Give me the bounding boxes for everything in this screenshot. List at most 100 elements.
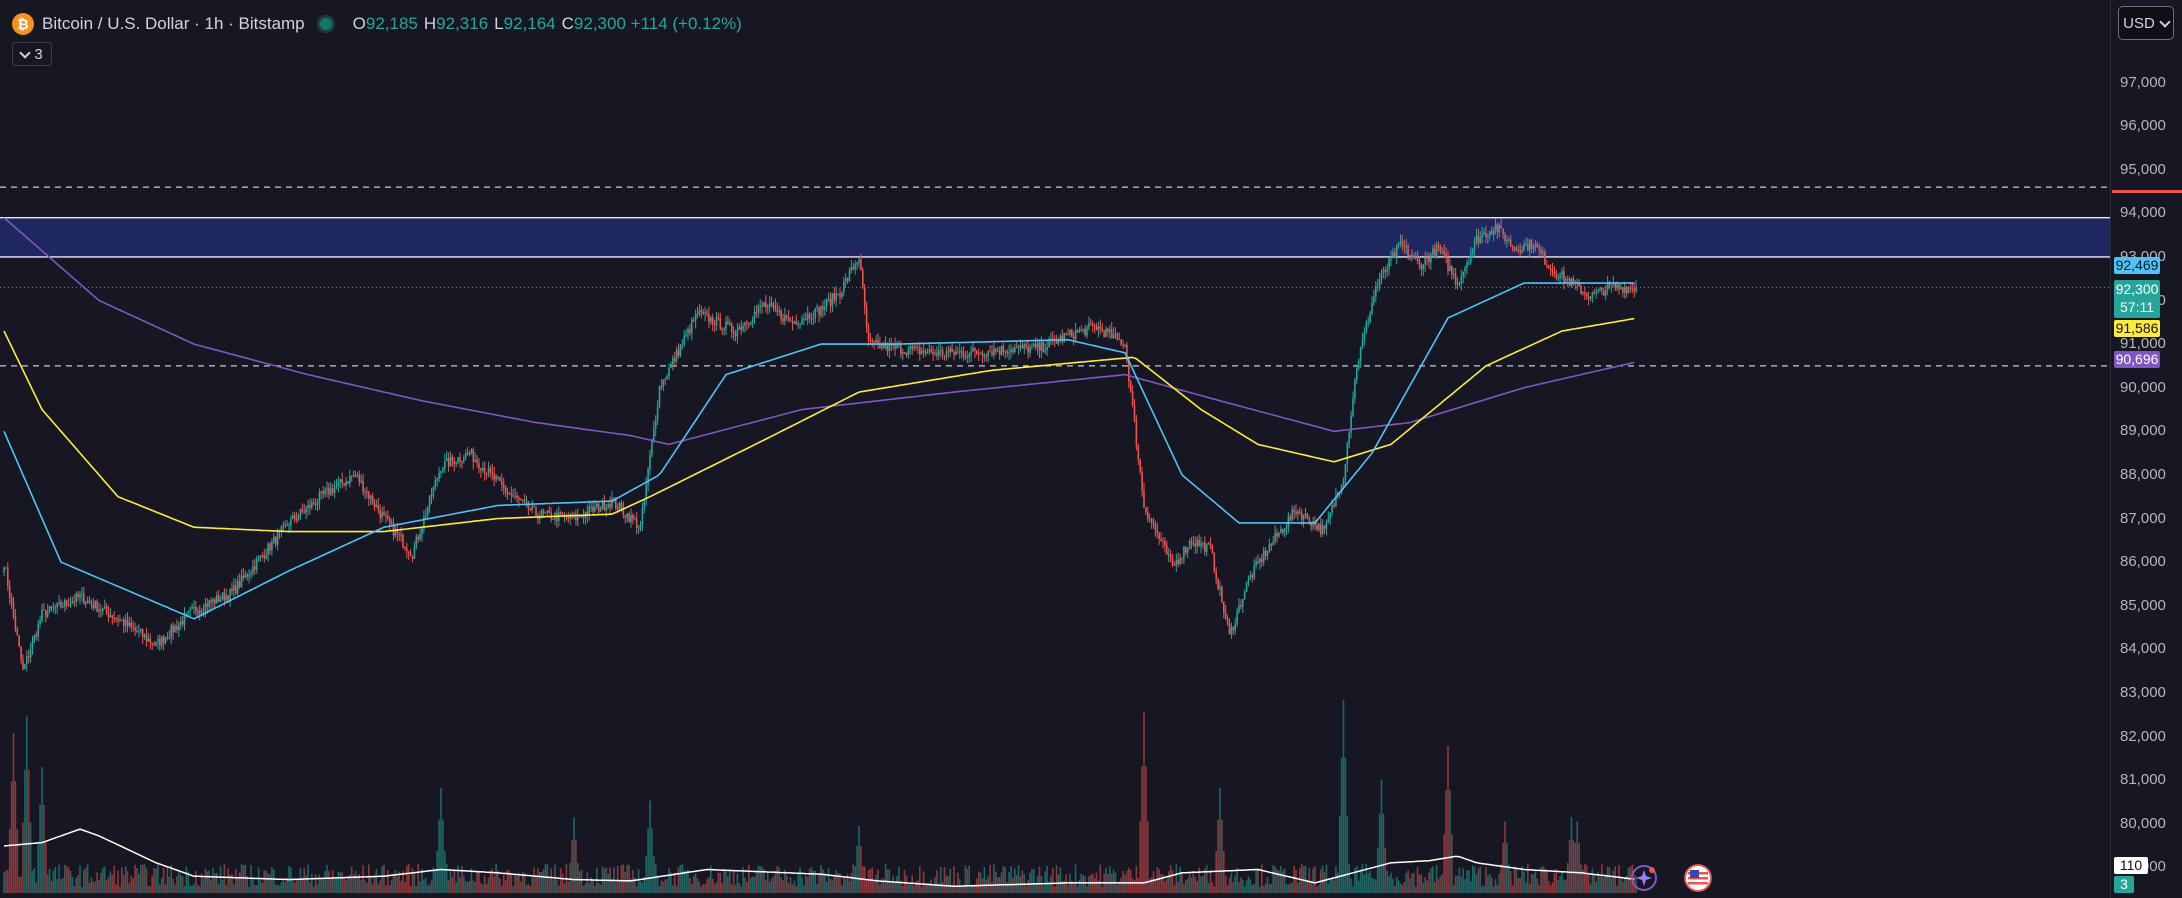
volume-bar bbox=[1223, 851, 1225, 893]
candle-body bbox=[508, 493, 511, 495]
volume-bar bbox=[1528, 883, 1531, 893]
volume-bar bbox=[406, 865, 408, 893]
volume-bar bbox=[879, 884, 881, 893]
volume-bar bbox=[768, 881, 771, 893]
candle-body bbox=[352, 475, 355, 477]
volume-bar bbox=[122, 875, 125, 893]
volume-bar bbox=[451, 877, 454, 893]
volume-bar bbox=[919, 866, 921, 893]
volume-bar bbox=[64, 864, 66, 893]
volume-bar bbox=[356, 875, 359, 893]
candle-body bbox=[229, 588, 231, 600]
candle-body bbox=[1566, 278, 1569, 280]
candle-body bbox=[641, 508, 644, 525]
volume-bar bbox=[1112, 869, 1115, 893]
volume-bar bbox=[119, 886, 121, 893]
volume-bar bbox=[795, 886, 798, 893]
candle-body bbox=[202, 611, 205, 613]
volume-bar bbox=[128, 883, 131, 893]
candle-body bbox=[419, 534, 421, 540]
volume-bar bbox=[1578, 843, 1580, 893]
volume-bar bbox=[1021, 870, 1024, 893]
volume-bar bbox=[957, 872, 959, 893]
volume-bar bbox=[926, 884, 929, 893]
candle-body bbox=[713, 324, 716, 326]
volume-bar bbox=[453, 868, 456, 893]
volume-bar bbox=[578, 871, 581, 893]
candle-body bbox=[411, 555, 414, 559]
volume-bar bbox=[645, 856, 647, 893]
candle-body bbox=[863, 287, 866, 308]
candle-body bbox=[1088, 323, 1090, 328]
volume-bar bbox=[531, 877, 533, 893]
volume-bar bbox=[1262, 885, 1265, 893]
volume-bar bbox=[10, 781, 13, 893]
volume-bar bbox=[1536, 878, 1539, 893]
candle-body bbox=[765, 302, 767, 308]
volume-bar bbox=[250, 865, 252, 893]
candle-body bbox=[514, 495, 516, 497]
sparkle-assistant-icon[interactable] bbox=[1630, 864, 1658, 892]
volume-bar bbox=[1557, 879, 1559, 893]
candle-body bbox=[172, 625, 174, 633]
candle-body bbox=[609, 503, 611, 508]
indicators-toggle-button[interactable]: 3 bbox=[12, 42, 52, 66]
candle-body bbox=[1538, 246, 1540, 250]
volume-bar bbox=[1447, 746, 1449, 893]
volume-bar bbox=[362, 865, 364, 893]
currency-selector[interactable]: USD bbox=[2118, 6, 2174, 40]
volume-bar bbox=[1044, 871, 1046, 893]
candle-body bbox=[974, 348, 976, 351]
volume-bar bbox=[71, 877, 74, 893]
candle-body bbox=[520, 499, 522, 501]
candle-body bbox=[592, 507, 594, 512]
volume-bar bbox=[970, 884, 972, 893]
volume-bar bbox=[548, 877, 551, 893]
us-flag-icon[interactable] bbox=[1684, 864, 1712, 892]
volume-bar bbox=[22, 822, 24, 893]
candle-body bbox=[385, 514, 387, 517]
volume-bar bbox=[400, 881, 402, 893]
candle-body bbox=[882, 343, 885, 349]
volume-bar bbox=[495, 863, 497, 893]
market-status-icon[interactable] bbox=[316, 15, 335, 33]
candle-body bbox=[666, 376, 668, 380]
candle-body bbox=[692, 319, 695, 321]
volume-bar bbox=[1061, 881, 1064, 893]
volume-bar bbox=[917, 880, 919, 893]
volume-bar bbox=[911, 875, 913, 893]
volume-bar bbox=[84, 868, 87, 893]
candle-body bbox=[888, 343, 891, 351]
candle-body bbox=[244, 574, 247, 578]
candle-body bbox=[1498, 225, 1501, 233]
candle-body bbox=[1240, 605, 1242, 607]
volume-bar bbox=[5, 870, 7, 893]
candle-body bbox=[634, 519, 636, 521]
candle-body bbox=[1137, 445, 1140, 460]
candle-body bbox=[742, 326, 744, 330]
volume-bar bbox=[56, 879, 58, 893]
candle-body bbox=[926, 351, 929, 354]
volume-bar bbox=[1312, 868, 1314, 893]
volume-bar bbox=[497, 870, 499, 893]
volume-bar bbox=[1359, 869, 1362, 893]
volume-bar bbox=[1183, 883, 1185, 893]
volume-bar bbox=[153, 867, 155, 893]
volume-bar bbox=[634, 877, 636, 893]
volume-bar bbox=[88, 882, 91, 893]
candle-body bbox=[1395, 245, 1398, 257]
candle-body bbox=[1546, 264, 1548, 266]
candle-body bbox=[1236, 612, 1238, 624]
volume-bar bbox=[14, 781, 17, 893]
volume-bar bbox=[1352, 886, 1354, 893]
candle-body bbox=[1580, 286, 1582, 294]
volume-bar bbox=[1207, 883, 1210, 893]
candle-body bbox=[626, 513, 628, 518]
symbol-title[interactable]: Bitcoin / U.S. Dollar · 1h · Bitstamp bbox=[42, 14, 305, 33]
volume-bar bbox=[1426, 880, 1428, 893]
volume-bar bbox=[1318, 885, 1320, 893]
volume-bar bbox=[434, 871, 437, 893]
candle-body bbox=[945, 351, 948, 356]
candle-body bbox=[1411, 254, 1413, 258]
